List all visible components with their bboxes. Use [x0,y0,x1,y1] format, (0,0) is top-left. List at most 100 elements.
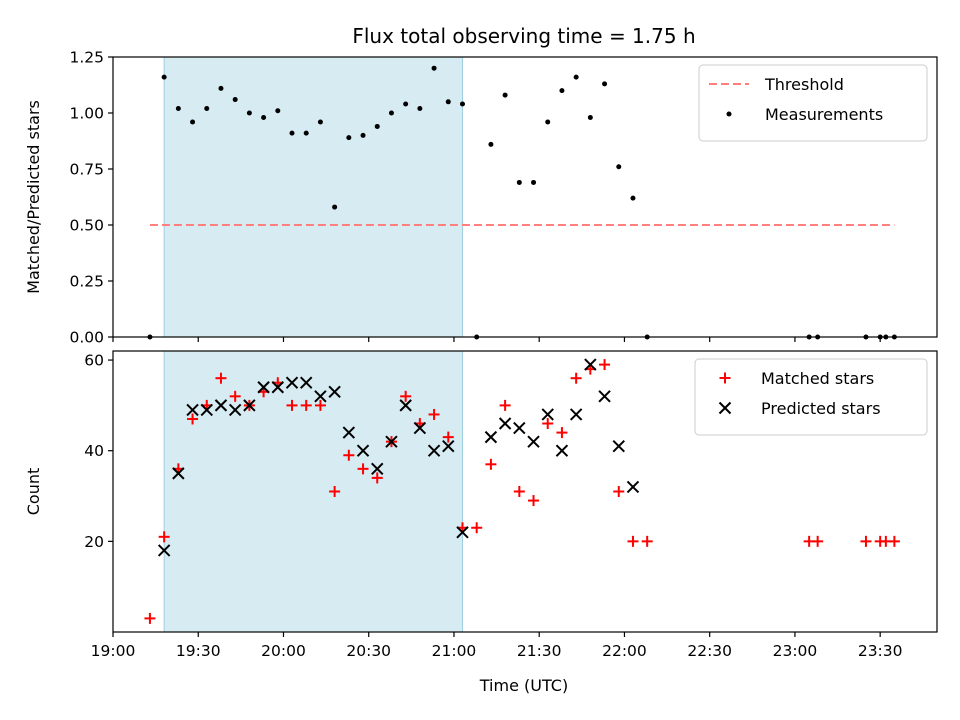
legend-marker-swatch [726,111,732,117]
data-point [232,97,238,103]
data-point [371,472,383,484]
data-point [569,408,583,421]
legend-entry-label: Predicted stars [761,399,881,418]
data-point [599,359,611,371]
data-point [485,458,497,470]
data-point [214,399,228,412]
data-point [285,376,299,389]
x-tick-label: 20:00 [261,642,306,660]
legend-entry-label: Threshold [764,75,844,94]
data-point [300,399,312,411]
x-tick-label: 19:00 [91,642,136,660]
data-point [329,486,341,497]
data-point [328,385,341,398]
data-point [570,372,582,384]
data-point [573,74,579,80]
data-point [513,421,526,435]
legend-marker-swatch [719,372,731,384]
y-axis-label: Count [24,468,43,516]
data-point [413,421,427,435]
x-tick-label: 22:00 [602,642,647,660]
data-point [860,535,872,547]
data-point [627,535,639,547]
data-point [371,462,384,476]
bottom-chart-panel: 20 40 60 19:00 19:30 20:00 20:30 21:00 21:30 22:0… [24,350,938,695]
series-matched-stars [144,359,900,624]
y-tick-label: 0.50 [69,217,104,235]
axes-frame [112,350,938,633]
data-point [445,99,451,105]
y-tick-label: 1.25 [69,49,104,67]
data-point [456,526,469,539]
x-axis-label: Time (UTC) [479,676,568,695]
data-point [175,106,181,112]
data-point [289,130,295,136]
legend-box [694,358,928,436]
data-point [587,114,593,120]
data-point [555,444,569,457]
data-point [556,427,568,439]
data-point [204,106,210,112]
data-point [346,135,352,141]
data-point [187,413,199,425]
top-chart-panel: 0.00 0.25 0.50 0.75 1.00 1.25 Matched/Predicte… [24,49,938,347]
data-point [417,106,423,112]
data-point [275,108,281,114]
x-tick-label: 23:00 [773,642,818,660]
x-tick-label: 21:30 [517,642,562,660]
data-point [400,390,412,402]
data-point [598,390,611,403]
data-point [172,467,185,480]
data-point [513,486,525,497]
observing-window-shade [163,56,463,338]
legend-box [698,64,928,142]
y-tick-label: 20 [84,533,104,551]
data-point [399,399,412,412]
y-tick-label: 60 [84,352,104,370]
data-point [527,435,540,448]
data-point [528,495,540,507]
data-point [484,430,498,444]
data-point [584,358,597,371]
data-point [388,110,394,116]
data-point [545,119,551,125]
data-point [158,531,170,543]
data-point [357,463,369,475]
y-tick-label: 40 [84,442,104,460]
data-point [442,439,455,453]
data-point [161,74,167,80]
data-point [144,612,156,624]
data-point [471,522,483,534]
y-tick-label: 0.75 [69,161,104,179]
y-axis-label: Matched/Predicted stars [24,100,43,294]
data-point [626,480,640,494]
legend-marker-swatch [718,401,732,415]
data-point [431,65,437,71]
data-point [385,435,398,448]
data-point [186,403,199,417]
data-point [442,431,454,443]
data-point [498,417,512,430]
data-point [286,399,298,411]
data-point [502,92,508,98]
data-point [356,444,370,457]
data-point [228,403,242,417]
data-point [427,444,441,457]
data-point [488,141,494,147]
data-point [246,110,252,116]
data-point [459,101,465,107]
data-point [200,403,213,417]
data-point [613,486,625,497]
data-point [812,535,824,547]
data-point [215,372,227,384]
data-point [499,399,511,411]
data-point [257,381,270,394]
y-tick-label: 0.25 [69,273,104,291]
data-point [612,439,625,453]
data-point [332,204,338,210]
data-point [602,81,608,87]
x-tick-label: 21:00 [432,642,477,660]
data-point [616,164,622,170]
data-point [342,426,356,439]
